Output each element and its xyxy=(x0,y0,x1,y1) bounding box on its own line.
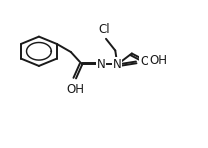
Text: OH: OH xyxy=(149,54,167,67)
Text: O: O xyxy=(140,55,149,68)
Text: N: N xyxy=(113,58,122,71)
Text: OH: OH xyxy=(66,83,84,96)
Text: N: N xyxy=(97,58,105,71)
Text: Cl: Cl xyxy=(98,23,110,36)
